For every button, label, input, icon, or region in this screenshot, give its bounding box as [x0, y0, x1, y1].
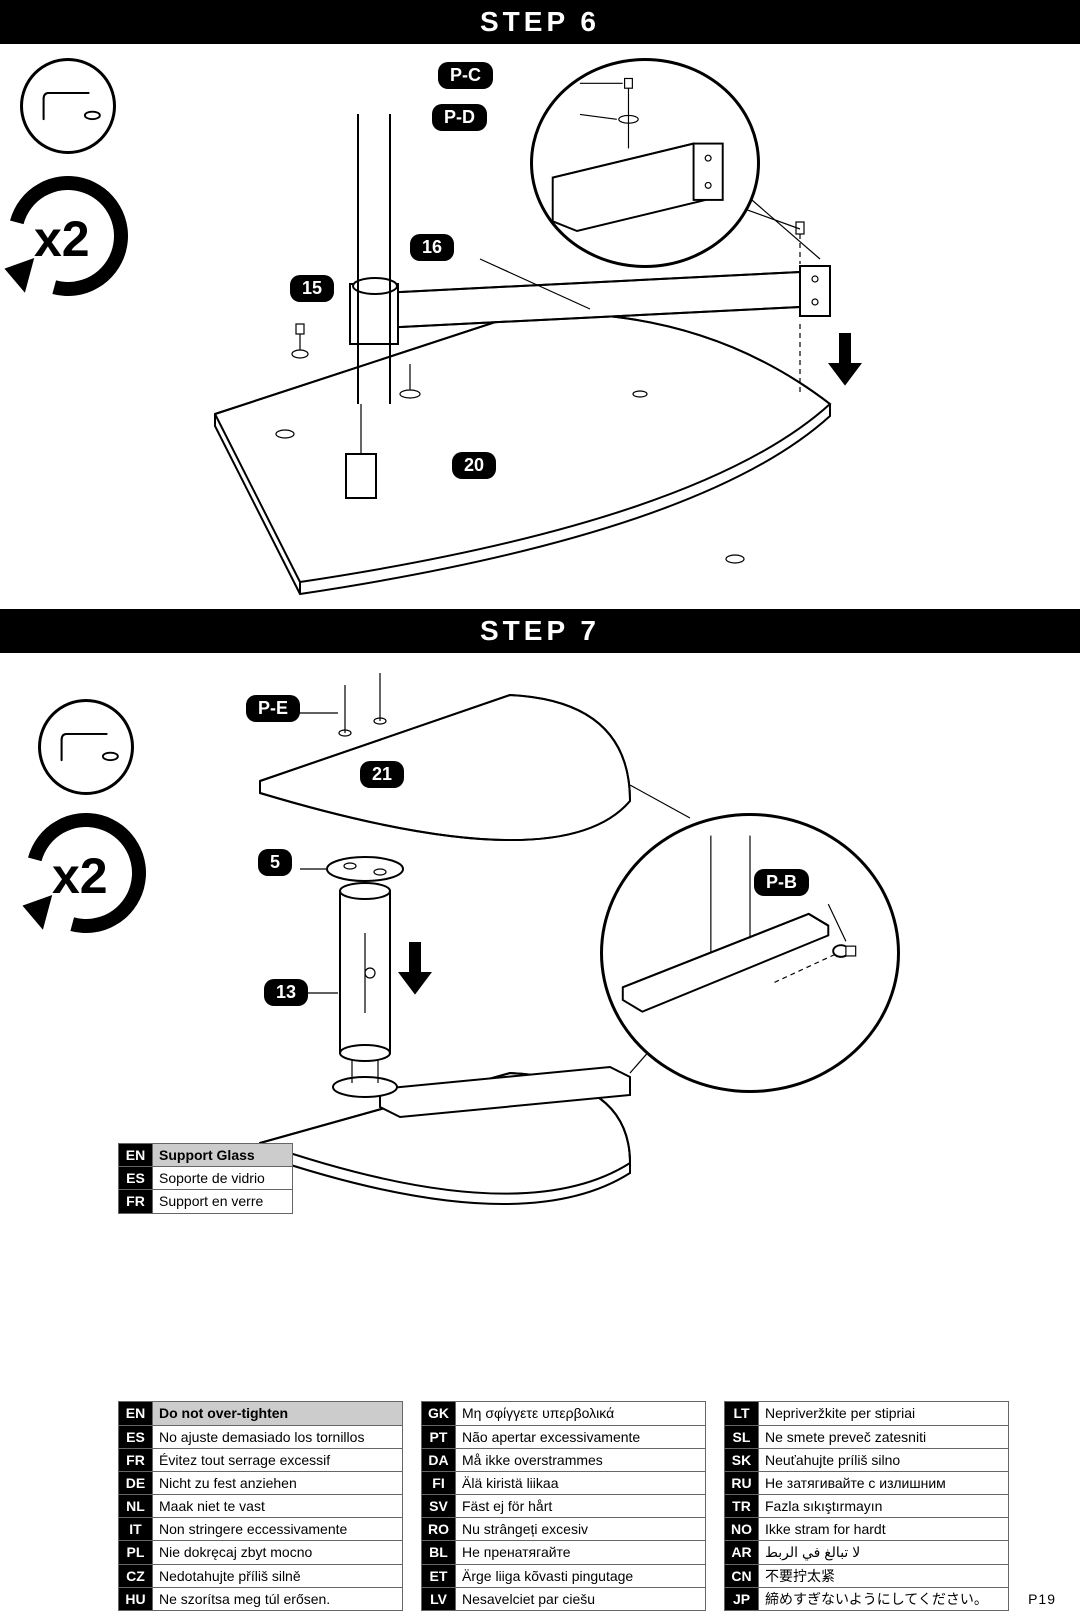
step6-detail: [530, 58, 760, 268]
lang-text: Support en verre: [153, 1190, 293, 1213]
label-pe: P-E: [246, 695, 300, 722]
lang-text: Neuťahujte príliš silno: [759, 1448, 1009, 1471]
lang-code: FR: [119, 1190, 153, 1213]
lang-text: Évitez tout serrage excessif: [153, 1448, 403, 1471]
lang-text: 不要拧太紧: [759, 1564, 1009, 1587]
label-5: 5: [258, 849, 292, 876]
lang-text: لا تبالغ في الربط: [759, 1541, 1009, 1564]
rotate-x2-icon: x2: [8, 176, 128, 296]
lang-code: EN: [119, 1402, 153, 1425]
lang-code: LV: [422, 1587, 456, 1610]
allen-key-icon-2: [38, 699, 134, 795]
label-pb: P-B: [754, 869, 809, 896]
lang-text: Nedotahujte příliš silně: [153, 1564, 403, 1587]
lang-code: CN: [725, 1564, 759, 1587]
lang-code: JP: [725, 1587, 759, 1610]
lang-text: No ajuste demasiado los tornillos: [153, 1425, 403, 1448]
label-pc: P-C: [438, 62, 493, 89]
lang-code: GK: [422, 1402, 456, 1425]
lang-code: FR: [119, 1448, 153, 1471]
label-16: 16: [410, 234, 454, 261]
lang-text: Non stringere eccessivamente: [153, 1518, 403, 1541]
lang-code: CZ: [119, 1564, 153, 1587]
lang-code: AR: [725, 1541, 759, 1564]
lang-text: Må ikke overstrammes: [456, 1448, 706, 1471]
rotate-x2-icon-2: x2: [26, 813, 146, 933]
lang-code: EN: [119, 1144, 153, 1167]
warning-table: GKΜη σφίγγετε υπερβολικάPTNão apertar ex…: [421, 1401, 706, 1611]
lang-code: SL: [725, 1425, 759, 1448]
lang-text: Nesavelciet par ciešu: [456, 1587, 706, 1610]
lang-code: NL: [119, 1495, 153, 1518]
rotate-count-2: x2: [52, 847, 108, 905]
lang-text: Nu strângeți excesiv: [456, 1518, 706, 1541]
lang-code: SK: [725, 1448, 759, 1471]
lang-text: Ärge liiga kõvasti pingutage: [456, 1564, 706, 1587]
lang-code: DE: [119, 1471, 153, 1494]
lang-code: SV: [422, 1495, 456, 1518]
rotate-count: x2: [34, 210, 90, 268]
support-glass-table: ENSupport GlassESSoporte de vidrioFRSupp…: [118, 1143, 293, 1214]
lang-text: Do not over-tighten: [153, 1402, 403, 1425]
lang-text: 締めすぎないようにしてください。: [759, 1587, 1009, 1610]
step6-header: STEP 6: [0, 0, 1080, 44]
step7-detail: [600, 813, 900, 1093]
step6-body: x2: [0, 44, 1080, 609]
lang-text: Não apertar excessivamente: [456, 1425, 706, 1448]
lang-text: Ikke stram for hardt: [759, 1518, 1009, 1541]
lang-code: PL: [119, 1541, 153, 1564]
lang-text: Soporte de vidrio: [153, 1167, 293, 1190]
warning-table: LTNepriveržkite per stipriaiSLNe smete p…: [724, 1401, 1009, 1611]
lang-text: Μη σφίγγετε υπερβολικά: [456, 1402, 706, 1425]
lang-text: Support Glass: [153, 1144, 293, 1167]
lang-text: Ne szorítsa meg túl erősen.: [153, 1587, 403, 1610]
lang-code: LT: [725, 1402, 759, 1425]
lang-code: BL: [422, 1541, 456, 1564]
allen-key-icon: [20, 58, 116, 154]
label-13: 13: [264, 979, 308, 1006]
lang-code: TR: [725, 1495, 759, 1518]
lang-text: Ne smete preveč zatesniti: [759, 1425, 1009, 1448]
lang-text: Älä kiristä liikaa: [456, 1471, 706, 1494]
label-pd: P-D: [432, 104, 487, 131]
page-number: P19: [1028, 1591, 1056, 1607]
lang-text: Fazla sıkıştırmayın: [759, 1495, 1009, 1518]
lang-text: Fäst ej för hårt: [456, 1495, 706, 1518]
lang-text: Не затягивайте с излишним: [759, 1471, 1009, 1494]
lang-code: HU: [119, 1587, 153, 1610]
label-15: 15: [290, 275, 334, 302]
lang-text: Не пренатягайте: [456, 1541, 706, 1564]
lang-code: ES: [119, 1425, 153, 1448]
lang-code: ES: [119, 1167, 153, 1190]
warning-table: ENDo not over-tightenESNo ajuste demasia…: [118, 1401, 403, 1611]
step7-body: x2: [0, 653, 1080, 1621]
lang-code: ET: [422, 1564, 456, 1587]
lang-code: DA: [422, 1448, 456, 1471]
lang-code: IT: [119, 1518, 153, 1541]
label-20: 20: [452, 452, 496, 479]
label-21: 21: [360, 761, 404, 788]
step7-header: STEP 7: [0, 609, 1080, 653]
lang-code: FI: [422, 1471, 456, 1494]
warning-tables: ENDo not over-tightenESNo ajuste demasia…: [118, 1401, 1009, 1611]
lang-text: Nie dokręcaj zbyt mocno: [153, 1541, 403, 1564]
lang-text: Nicht zu fest anziehen: [153, 1471, 403, 1494]
lang-code: PT: [422, 1425, 456, 1448]
lang-text: Maak niet te vast: [153, 1495, 403, 1518]
lang-text: Nepriveržkite per stipriai: [759, 1402, 1009, 1425]
lang-code: NO: [725, 1518, 759, 1541]
lang-code: RO: [422, 1518, 456, 1541]
lang-code: RU: [725, 1471, 759, 1494]
